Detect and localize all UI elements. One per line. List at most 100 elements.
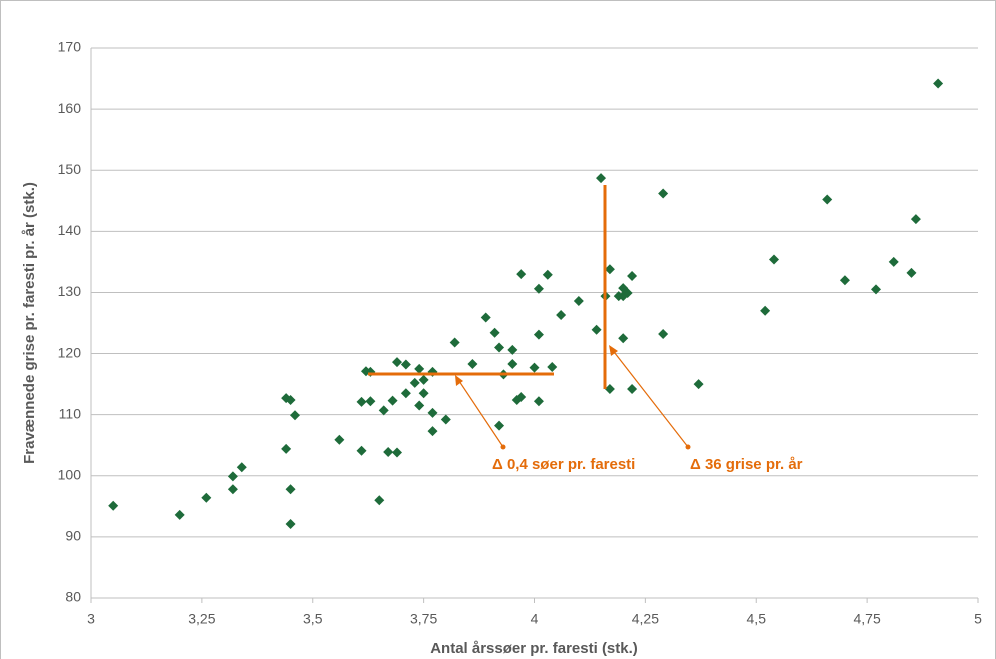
point — [334, 434, 345, 445]
arrow — [610, 347, 689, 448]
annotation: Δ 36 grise pr. år — [690, 456, 803, 473]
point — [533, 329, 544, 340]
point — [489, 327, 500, 338]
point — [374, 495, 385, 506]
annotation-lines — [368, 185, 691, 450]
x-tick-label: 4,25 — [632, 611, 659, 627]
x-tick-label: 3,5 — [303, 611, 323, 627]
point — [365, 396, 376, 407]
arrow-dot — [685, 444, 691, 450]
y-tick-label: 110 — [59, 405, 82, 421]
x-tick-label: 4,75 — [854, 611, 881, 627]
point — [516, 269, 527, 280]
point — [400, 359, 411, 370]
point — [839, 275, 850, 286]
y-tick-label: 140 — [58, 222, 82, 238]
point — [768, 254, 779, 265]
point — [440, 414, 451, 425]
point — [622, 288, 633, 299]
point — [414, 400, 425, 411]
point — [910, 214, 921, 225]
point — [480, 312, 491, 323]
point — [494, 420, 505, 431]
point — [201, 492, 212, 503]
point — [356, 396, 367, 407]
point — [658, 329, 669, 339]
y-tick-label: 150 — [58, 161, 82, 177]
point — [596, 173, 607, 184]
y-tick-label: 130 — [58, 283, 82, 299]
point — [573, 296, 584, 306]
y-tick-label: 90 — [65, 528, 81, 544]
y-tick-label: 120 — [58, 344, 82, 360]
point — [356, 445, 367, 456]
point — [427, 407, 438, 418]
point — [227, 471, 238, 482]
x-tick-label: 3,25 — [188, 611, 215, 627]
point — [547, 362, 558, 372]
point — [290, 410, 301, 421]
x-tick-label: 3,75 — [410, 611, 437, 627]
point — [591, 324, 602, 335]
y-tick-label: 100 — [58, 466, 82, 482]
point — [467, 358, 478, 369]
point — [533, 283, 544, 294]
x-tick-label: 4,5 — [747, 611, 767, 627]
point — [507, 344, 518, 355]
plot-area: 80 90 100 110 120 130 140 150 160 170 3 3,25 3,5 3,75… — [58, 39, 982, 627]
point — [285, 395, 296, 405]
point — [870, 284, 881, 295]
point — [383, 446, 394, 457]
point — [400, 388, 411, 399]
point — [906, 267, 917, 278]
point — [760, 305, 771, 316]
point — [627, 270, 638, 281]
point — [418, 388, 429, 399]
arrow-head — [609, 345, 618, 356]
point — [174, 509, 185, 520]
x-axis-title: Antal årssøer pr. faresti (stk.) — [430, 640, 638, 657]
point — [427, 426, 438, 437]
point — [556, 310, 567, 321]
point — [285, 519, 296, 530]
y-axis-title: Fravænnede grise pr. faresti pr. år (stk… — [21, 182, 38, 464]
point — [604, 264, 615, 275]
point — [507, 358, 518, 369]
point — [409, 377, 420, 388]
point — [627, 384, 638, 394]
point — [604, 384, 615, 394]
point — [494, 342, 505, 353]
point — [378, 405, 389, 416]
point — [392, 357, 403, 368]
point — [285, 484, 296, 495]
arrow-head — [455, 375, 463, 386]
point — [822, 194, 833, 205]
point — [236, 462, 247, 473]
point — [227, 484, 238, 495]
point — [533, 396, 544, 407]
point — [542, 269, 553, 280]
arrow-dot — [500, 444, 506, 450]
arrow — [456, 377, 504, 448]
point — [392, 447, 403, 458]
annotation: Δ 0,4 søer pr. faresti — [492, 456, 635, 473]
y-tick-label: 160 — [58, 100, 82, 116]
point — [933, 78, 944, 89]
y-tick-label: 170 — [58, 39, 82, 55]
point — [108, 500, 119, 511]
point — [618, 333, 629, 344]
point — [888, 256, 899, 267]
y-tick-label: 80 — [65, 589, 81, 605]
point — [449, 337, 460, 348]
x-tick-label: 3 — [87, 611, 95, 627]
point — [693, 379, 704, 390]
point — [414, 363, 425, 374]
point — [516, 391, 527, 402]
x-tick-label: 5 — [974, 611, 982, 627]
x-tick-label: 4 — [531, 611, 539, 627]
point — [658, 188, 669, 199]
point — [529, 362, 540, 373]
point — [281, 443, 292, 454]
